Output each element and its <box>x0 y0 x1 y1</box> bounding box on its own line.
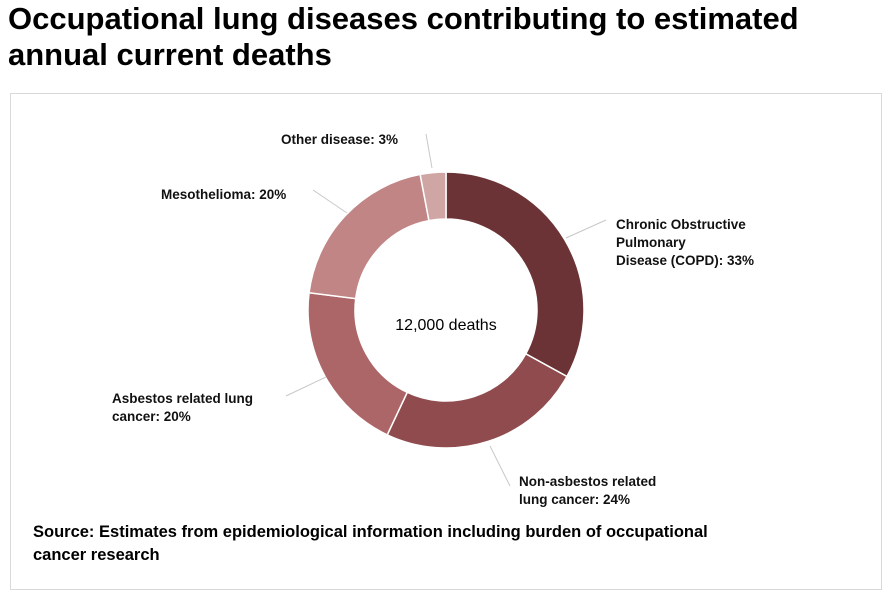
slice-label-line: Mesothelioma: 20% <box>161 187 286 202</box>
donut-slice <box>445 171 585 378</box>
slice-label-line: lung cancer: 24% <box>519 492 630 507</box>
leader-line <box>285 376 327 397</box>
slice-label-line: Disease (COPD): 33% <box>616 253 754 268</box>
slice-label-line: Non-asbestos related <box>519 474 656 489</box>
slice-label-line: Other disease: 3% <box>281 132 398 147</box>
label-layer: Chronic Obstructive Pulmonary Disease (COP… <box>112 132 754 507</box>
slice-label-line: Pulmonary <box>616 235 686 250</box>
donut-slice <box>308 173 430 300</box>
slice-label-line: Asbestos related lung <box>112 391 253 406</box>
page-title: Occupational lung diseases contributing … <box>8 1 799 72</box>
slice-label-line: cancer: 20% <box>112 409 191 424</box>
donut-slice <box>307 291 409 436</box>
slice-label: Chronic Obstructive Pulmonary Disease (COP… <box>616 217 754 268</box>
leader-line <box>312 189 348 214</box>
slice-label: Asbestos related lung cancer: 20% <box>112 391 253 424</box>
leader-line <box>489 445 511 487</box>
center-label: 12,000 deaths <box>395 317 496 334</box>
slice-label: Mesothelioma: 20% <box>161 187 286 202</box>
leader-line <box>425 133 433 169</box>
slice-label-line: Chronic Obstructive <box>616 217 746 232</box>
slice-layer <box>307 171 585 449</box>
donut-slice <box>386 352 568 449</box>
slice-label: Non-asbestos related lung cancer: 24% <box>519 474 656 507</box>
leader-line <box>565 219 607 239</box>
source-note: Source: Estimates from epidemiological i… <box>33 523 708 564</box>
slice-label: Other disease: 3% <box>281 132 398 147</box>
donut-slice <box>419 171 447 222</box>
leader-layer <box>285 133 607 487</box>
